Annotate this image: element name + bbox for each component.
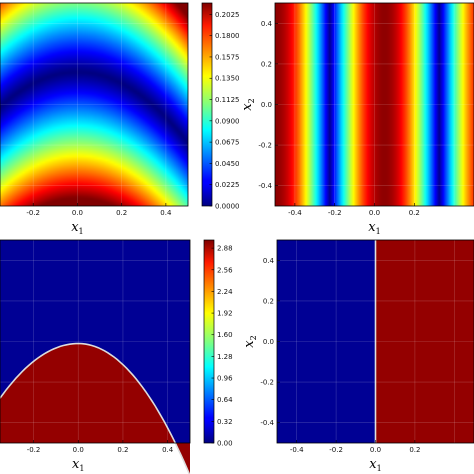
bottom-right-ytick-label: 0.0: [263, 338, 274, 346]
bottom-left-frame: [0, 239, 191, 444]
bottom-left-colorbar-label: 0.96: [217, 375, 233, 383]
bottom-left-colorbar-label: 0.32: [217, 418, 233, 426]
bottom-left-colorbar-label: 1.92: [217, 310, 233, 318]
bottom-right-left-region: [277, 240, 376, 443]
top-left-heatmap: [0, 3, 188, 206]
bottom-left-interface-line: [0, 342, 191, 474]
top-left-xlabel: x1: [71, 220, 83, 236]
bottom-left-colorbar-label: 1.60: [217, 331, 233, 339]
top-left-colorbar: [201, 2, 213, 207]
top-right-xtick-label: -0.2: [328, 209, 342, 217]
top-left-xtick-label: 0.4: [160, 209, 172, 217]
bottom-right-xtick-label: 0.2: [409, 446, 420, 454]
bottom-right-ytick-label: 0.2: [263, 297, 274, 305]
top-left-xtick-label: 0.0: [72, 209, 83, 217]
bottom-right-ytick-label: -0.4: [260, 419, 274, 427]
bottom-left-colorbar-label: 0.00: [217, 440, 233, 448]
top-right-ytick-label: 0.2: [261, 60, 272, 68]
top-left-colorbar-label: 0.1575: [215, 53, 240, 61]
bottom-right-xlabel: x1: [369, 457, 381, 473]
bottom-left-xtick-label: 0.4: [162, 446, 174, 454]
top-right-heatmap: [275, 3, 474, 206]
bottom-left-colorbar-label: 0.64: [217, 396, 233, 404]
top-right-xtick-label: 0.0: [369, 209, 380, 217]
top-left-colorbar-label: 0.1350: [215, 75, 240, 83]
top-left-colorbar-label: 0.1125: [215, 96, 240, 104]
bottom-right-ytick-label: -0.2: [260, 379, 274, 387]
top-left-colorbar-label: 0.0675: [215, 139, 240, 147]
top-left-colorbar-label: 0.1800: [215, 32, 240, 40]
bottom-left-colorbar-label: 2.88: [217, 245, 233, 253]
bottom-right-right-region: [375, 240, 474, 443]
top-right-ytick-label: -0.4: [258, 182, 272, 190]
top-left-colorbar-label: 0.0225: [215, 181, 240, 189]
bottom-left-colorbar: [203, 239, 215, 444]
top-left-colorbar-label: 0.0900: [215, 117, 240, 125]
bottom-right-ytick-label: 0.4: [263, 257, 275, 265]
top-right-ytick-label: 0.4: [261, 20, 273, 28]
top-right-xtick-label: -0.4: [288, 209, 302, 217]
top-right-ytick-label: -0.2: [258, 142, 272, 150]
bottom-right-xtick-label: -0.4: [290, 446, 304, 454]
bottom-left-colorbar-label: 1.28: [217, 353, 233, 361]
top-left-colorbar-label: 0.0000: [215, 203, 240, 211]
top-left-colorbar-label: 0.2025: [215, 11, 240, 19]
top-right-ytick-label: 0.0: [261, 101, 272, 109]
bottom-left-colorbar-label: 2.56: [217, 266, 233, 274]
top-left-xtick-label: -0.2: [26, 209, 40, 217]
bottom-left-xlabel: x1: [72, 457, 84, 473]
top-right-ylabel: x2: [240, 98, 256, 110]
bottom-right-xtick-label: 0.0: [370, 446, 381, 454]
top-left-frame: [0, 2, 189, 207]
top-left-colorbar-label: 0.0450: [215, 160, 240, 168]
top-right-xtick-label: 0.2: [409, 209, 420, 217]
bottom-left-xtick-label: 0.2: [117, 446, 128, 454]
top-left-xtick-label: 0.2: [116, 209, 127, 217]
bottom-left-xtick-label: -0.2: [27, 446, 41, 454]
top-right-xlabel: x1: [368, 220, 380, 236]
bottom-left-colorbar-label: 2.24: [217, 288, 233, 296]
bottom-right-ylabel: x2: [242, 335, 258, 347]
bottom-right-xtick-label: -0.2: [329, 446, 343, 454]
bottom-left-xtick-label: 0.0: [73, 446, 84, 454]
bottom-left-lower-region: [0, 343, 190, 474]
